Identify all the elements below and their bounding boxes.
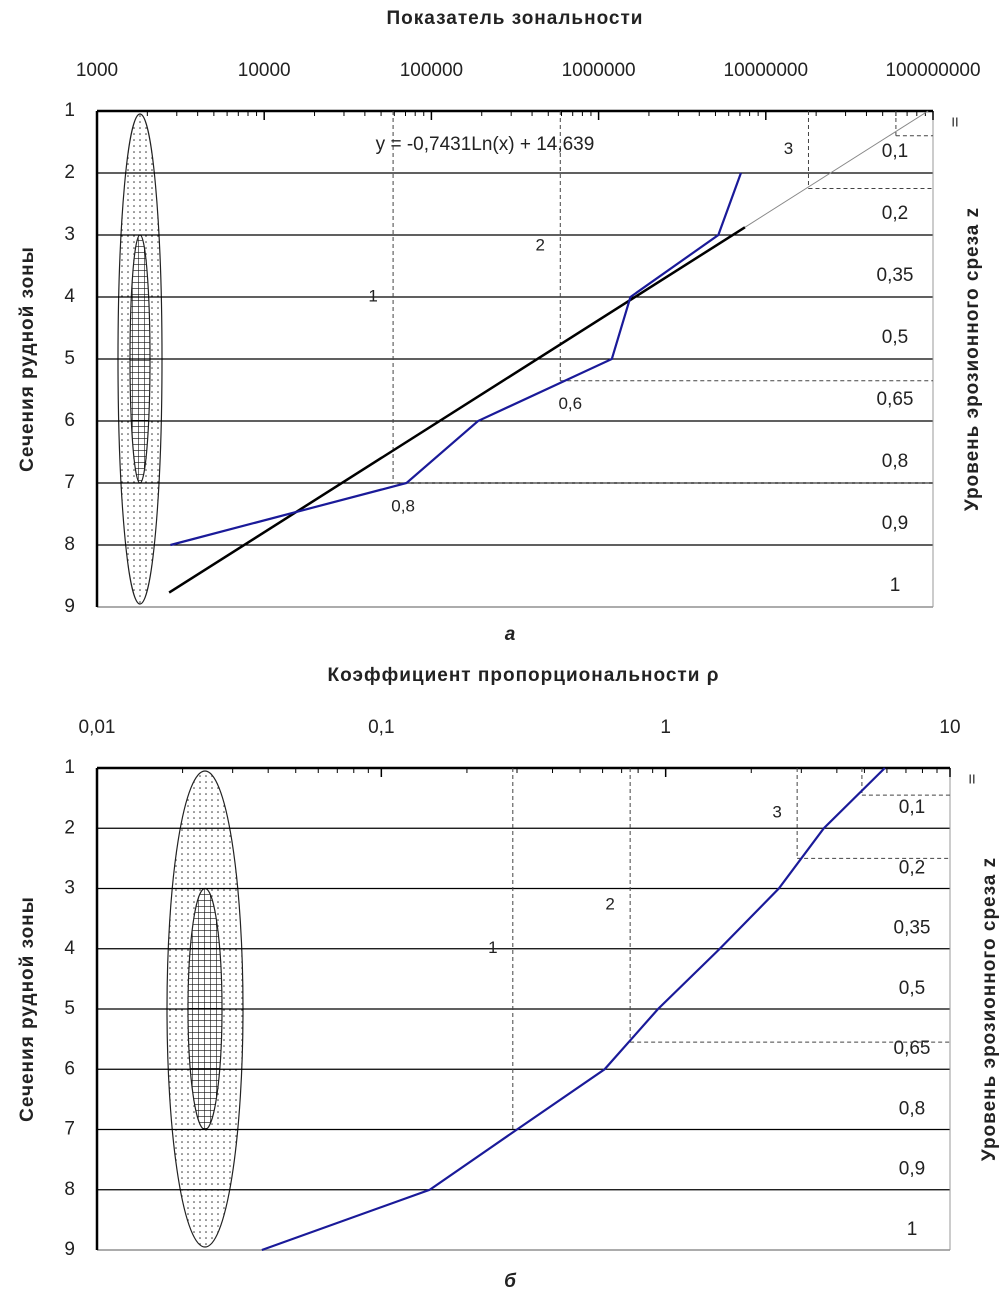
x-tick-label: 100000 <box>400 60 463 81</box>
y-tick-label: 5 <box>64 998 75 1019</box>
z-level-label: 0,8 <box>882 451 908 472</box>
threshold-label: 1 <box>488 938 497 957</box>
z-level-label: 0,65 <box>894 1038 931 1059</box>
z-marker: II <box>951 114 958 129</box>
z-level-label: 1 <box>907 1219 918 1240</box>
threshold-label: 3 <box>772 803 781 822</box>
y-tick-label: 4 <box>64 286 75 307</box>
y-tick-label: 7 <box>64 1119 75 1140</box>
z-level-label: 0,1 <box>899 797 925 818</box>
y2-axis-title: Уровень эрозионного среза z <box>979 857 1000 1161</box>
y-tick-label: 9 <box>64 596 75 617</box>
threshold-z-label: 0,8 <box>391 496 415 515</box>
x-tick-label: 0,1 <box>368 717 394 738</box>
y-tick-label: 3 <box>64 878 75 899</box>
y-axis-title: Сечения рудной зоны <box>17 246 38 472</box>
z-level-label: 0,65 <box>877 389 914 410</box>
chart: 1 2 3 4 5 6 7 8 9 1000 10000 100000 1000000 10000000 1… <box>0 0 1007 1299</box>
threshold-label: 2 <box>605 895 614 914</box>
z-level-label: 0,35 <box>877 265 914 286</box>
y-tick-label: 1 <box>64 757 75 778</box>
z-level-label: 0,2 <box>882 203 908 224</box>
z-level-label: 0,9 <box>899 1159 925 1180</box>
caption: а <box>505 624 516 645</box>
y-tick-label: 6 <box>64 410 75 431</box>
y-tick-label: 2 <box>64 162 75 183</box>
y-tick-label: 3 <box>64 224 75 245</box>
y-tick-label: 7 <box>64 472 75 493</box>
threshold-z-label: 0,6 <box>558 394 582 413</box>
caption: б <box>504 1271 517 1292</box>
y-tick-label: 8 <box>64 1179 75 1200</box>
threshold-label: 2 <box>536 235 545 254</box>
z-level-label: 0,35 <box>894 918 931 939</box>
y-tick-label: 2 <box>64 817 75 838</box>
trendline <box>169 227 745 592</box>
x-tick-label: 0,01 <box>79 717 116 738</box>
x-tick-label: 1000 <box>76 60 118 81</box>
x-tick-label: 10000 <box>238 60 291 81</box>
chart-title: Показатель зональности <box>387 8 644 29</box>
y-tick-label: 5 <box>64 348 75 369</box>
threshold-label: 3 <box>784 139 793 158</box>
z-level-label: 0,5 <box>899 978 925 999</box>
x-tick-label: 1 <box>660 717 671 738</box>
x-tick-label: 100000000 <box>885 60 980 81</box>
y-tick-label: 1 <box>64 100 75 121</box>
y-tick-label: 4 <box>64 938 75 959</box>
chart-title: Коэффициент пропорциональности ρ <box>328 665 720 686</box>
x-tick-label: 10000000 <box>724 60 809 81</box>
trend-equation: y = -0,7431Ln(x) + 14,639 <box>376 134 595 155</box>
z-level-label: 0,2 <box>899 857 925 878</box>
threshold-label: 1 <box>368 286 377 305</box>
x-tick-label: 10 <box>939 717 960 738</box>
y-tick-label: 8 <box>64 534 75 555</box>
z-level-label: 1 <box>890 575 901 596</box>
z-level-label: 0,9 <box>882 513 908 534</box>
y-tick-label: 6 <box>64 1058 75 1079</box>
z-level-label: 0,5 <box>882 327 908 348</box>
y-tick-label: 9 <box>64 1239 75 1260</box>
z-marker: II <box>968 771 975 786</box>
z-level-label: 0,8 <box>899 1098 925 1119</box>
y2-axis-title: Уровень эрозионного среза z <box>962 207 983 511</box>
y-axis-title: Сечения рудной зоны <box>17 896 38 1122</box>
z-level-label: 0,1 <box>882 141 908 162</box>
page: 1 2 3 4 5 6 7 8 9 1000 10000 100000 1000000 10000000 1… <box>0 0 1007 1299</box>
x-tick-label: 1000000 <box>562 60 636 81</box>
